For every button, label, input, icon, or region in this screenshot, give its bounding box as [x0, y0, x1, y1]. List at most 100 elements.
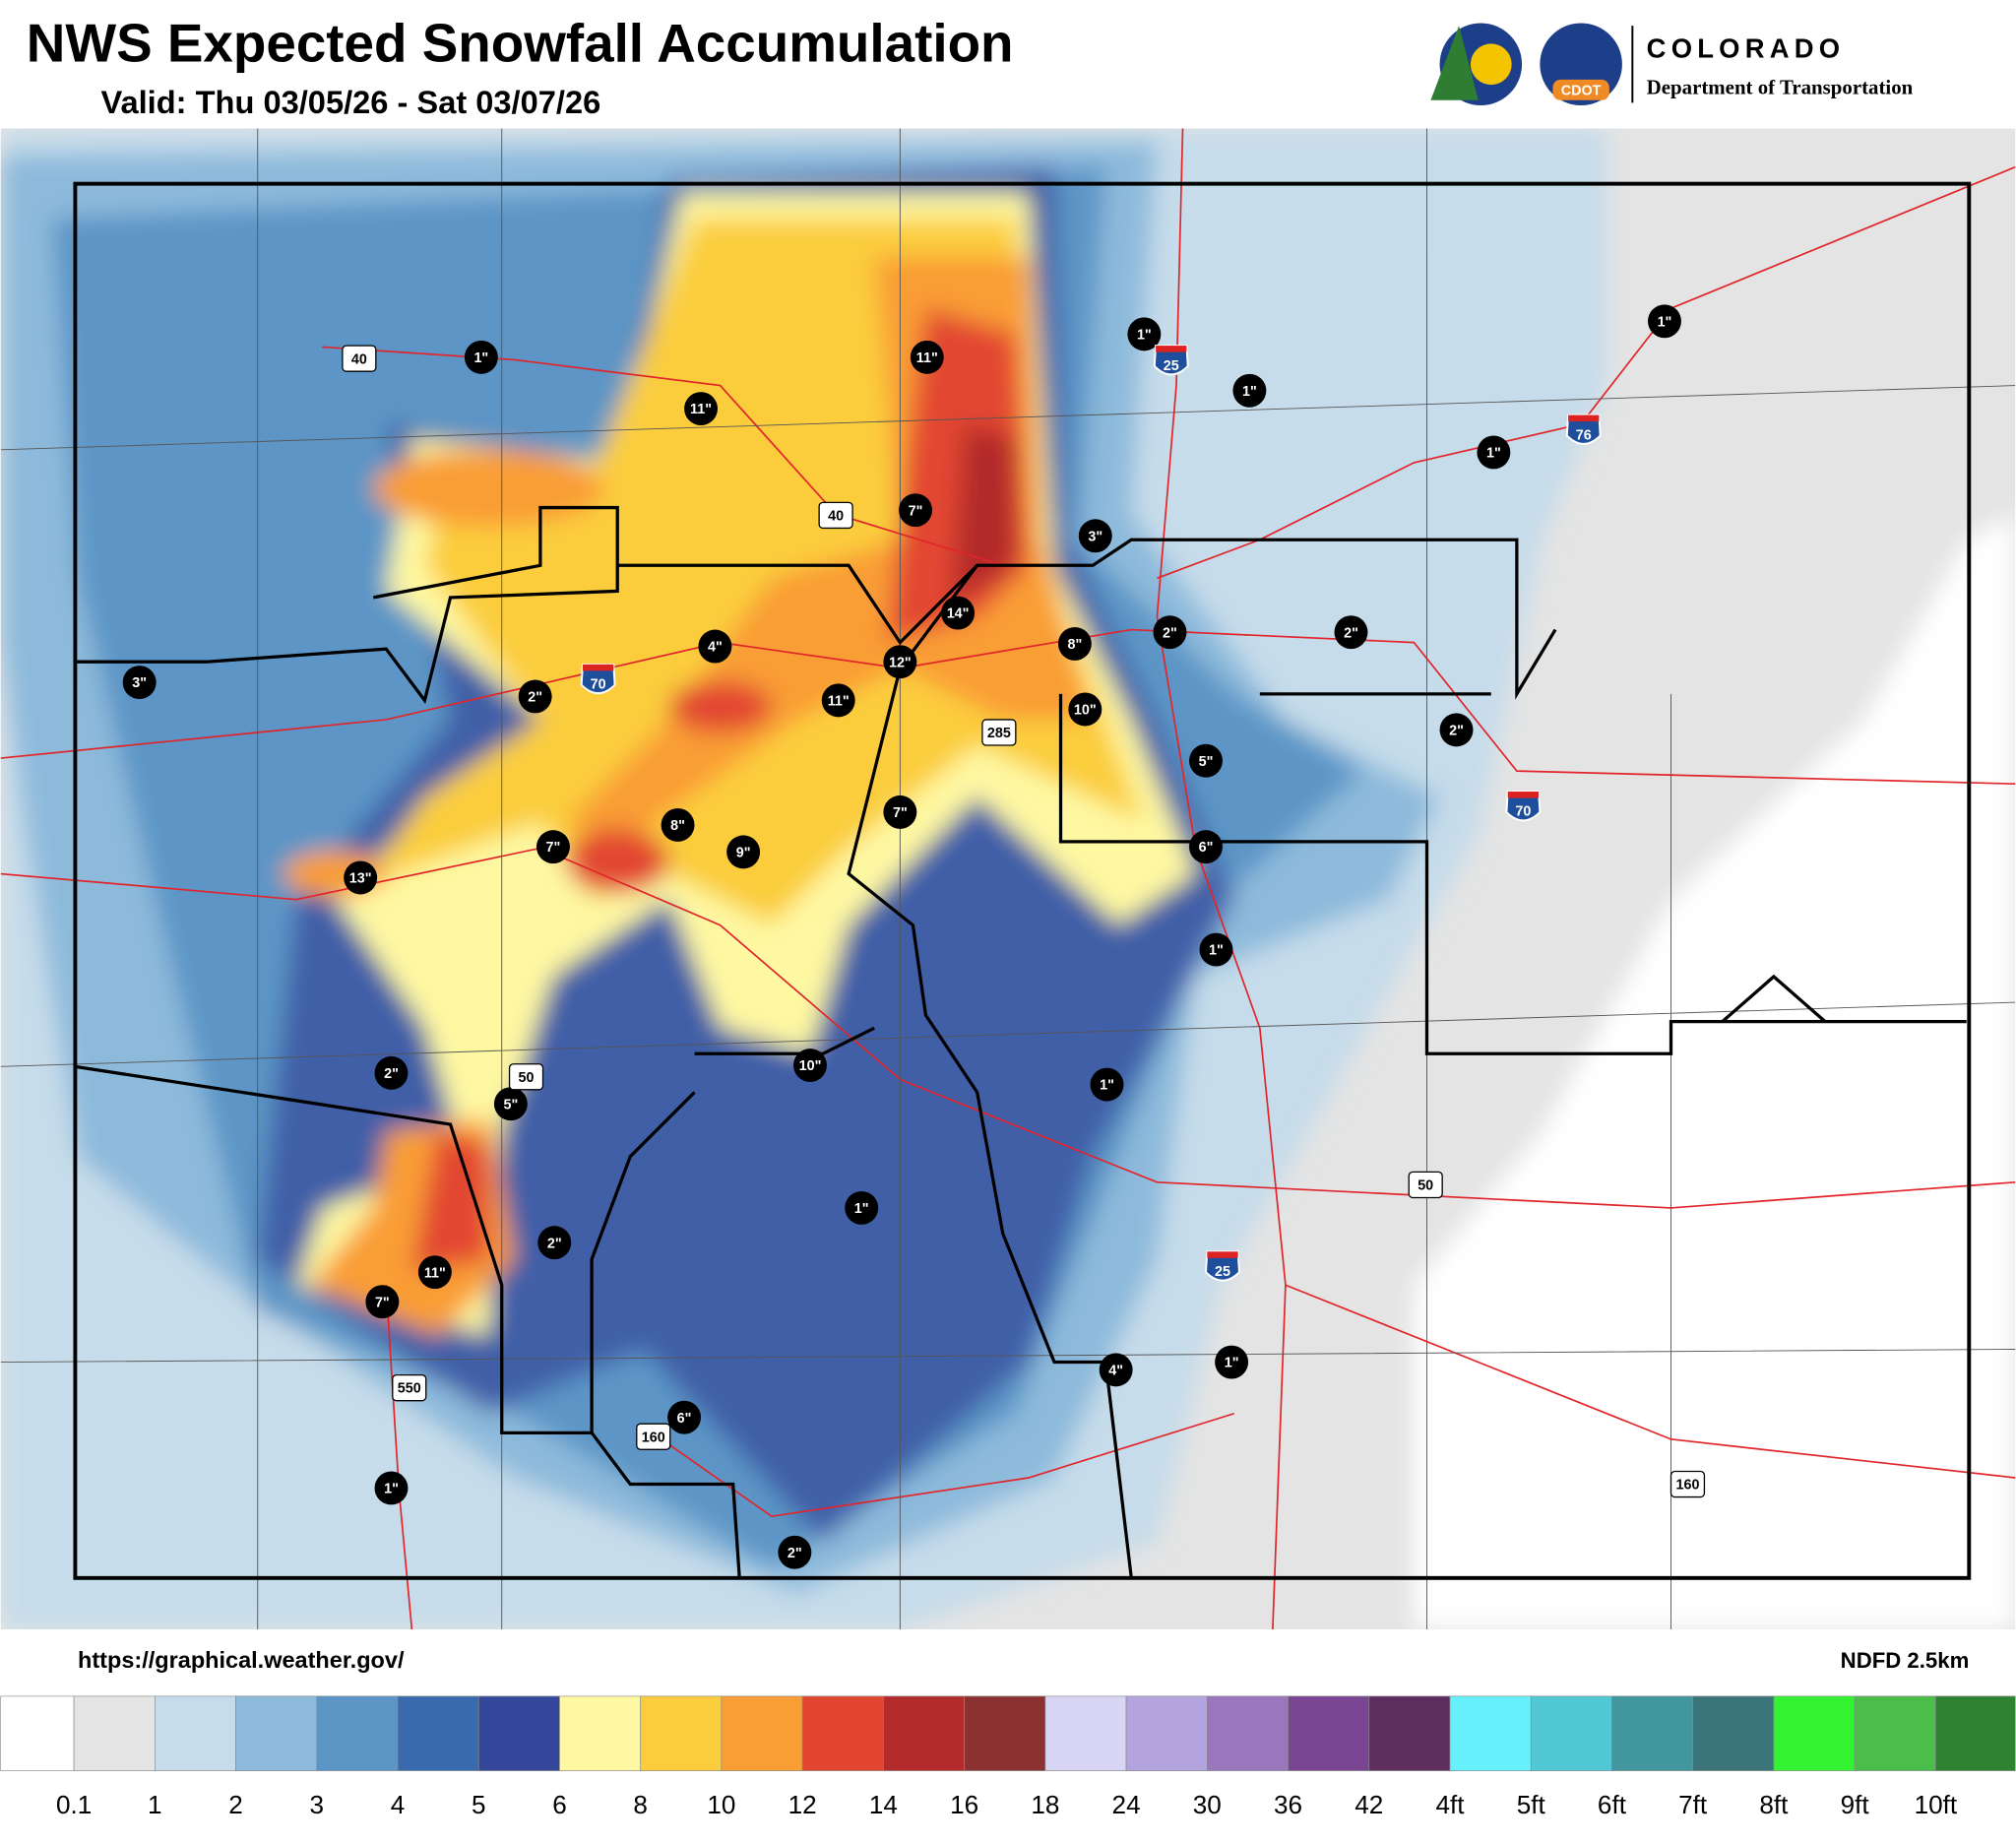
logo-tree [1430, 26, 1479, 100]
spot-label: 11" [828, 693, 850, 709]
shield-shape [342, 345, 377, 372]
legend-label: 2 [228, 1790, 243, 1819]
legend-label: 8 [633, 1790, 648, 1819]
legend-swatch [1773, 1695, 1856, 1771]
snow-spot: 10" [793, 1049, 827, 1083]
spot-marker [910, 340, 944, 374]
shield-label: 285 [987, 726, 1011, 741]
legend-swatch [1044, 1695, 1127, 1771]
highway-shield: 160 [1670, 1470, 1706, 1498]
legend-swatch [0, 1695, 75, 1771]
shield-shape [636, 1423, 671, 1450]
snow-spot: 1" [374, 1471, 409, 1505]
spot-label: 1" [1225, 1356, 1239, 1371]
highway-shield: 550 [392, 1373, 427, 1402]
shield-shape [508, 1063, 544, 1091]
spot-marker [1090, 1067, 1124, 1102]
snow-spot: 8" [1057, 626, 1092, 661]
legend-label: 8ft [1759, 1790, 1789, 1819]
snow-spot: 10" [1068, 692, 1102, 727]
shield-shape [580, 663, 616, 695]
spot-label: 1" [854, 1201, 869, 1217]
highway-shield: 285 [981, 719, 1017, 746]
spot-label: 8" [670, 818, 685, 834]
spot-marker [417, 1255, 452, 1290]
legend-swatch [1449, 1695, 1532, 1771]
legend-label: 16 [950, 1790, 978, 1819]
legend-swatch [477, 1695, 560, 1771]
spot-label: 1" [473, 350, 488, 366]
spot-marker [821, 683, 855, 718]
shield-label: 25 [1164, 358, 1179, 374]
legend-swatch [1206, 1695, 1289, 1771]
spot-label: 8" [1067, 637, 1082, 653]
spot-marker [537, 1226, 572, 1260]
spot-label: 1" [384, 1482, 399, 1497]
shield-label: 50 [519, 1070, 535, 1086]
legend-swatch [883, 1695, 965, 1771]
snow-spot: 6" [1189, 830, 1223, 864]
shield-shape [1565, 413, 1602, 445]
spot-label: 5" [1199, 754, 1214, 770]
spot-label: 1" [1486, 446, 1501, 462]
spot-marker [1127, 317, 1162, 351]
spot-marker [1215, 1345, 1249, 1379]
legend-label: 4 [391, 1790, 406, 1819]
shield-top [1156, 346, 1187, 352]
spot-label: 1" [1209, 943, 1224, 959]
spot-label: 5" [503, 1097, 518, 1113]
spot-marker [122, 666, 157, 700]
spot-label: 12" [889, 655, 912, 670]
spot-label: 11" [690, 402, 712, 417]
shield-label: 160 [1675, 1478, 1699, 1494]
highway-shield: 40 [818, 501, 853, 530]
legend-label: 7ft [1678, 1790, 1708, 1819]
logo-org: Department of Transportation [1647, 75, 1914, 98]
spot-marker [1068, 692, 1102, 727]
shield-label: 70 [1515, 804, 1531, 820]
spot-label: 6" [677, 1411, 692, 1427]
spot-label: 2" [1163, 625, 1177, 641]
snow-spot: 5" [493, 1087, 528, 1121]
snow-spot: 7" [883, 795, 917, 829]
legend-label: 24 [1112, 1790, 1141, 1819]
spot-label: 11" [916, 350, 938, 366]
legend-swatch [801, 1695, 884, 1771]
snow-spot: 1" [1215, 1345, 1249, 1379]
spot-label: 10" [799, 1058, 822, 1074]
spot-marker [883, 645, 917, 679]
shield-top [1568, 414, 1600, 422]
spot-marker [1189, 743, 1223, 778]
legend-swatch [1368, 1695, 1451, 1771]
snow-spot: 11" [821, 683, 855, 718]
spot-marker [536, 830, 570, 864]
highway-shield: 76 [1565, 413, 1602, 445]
spot-marker [1189, 830, 1223, 864]
spot-marker [1334, 615, 1368, 650]
snow-spot: 3" [122, 666, 157, 700]
highway-shield: 25 [1153, 345, 1189, 376]
highway-shield: 160 [636, 1423, 671, 1450]
legend-label: 14 [869, 1790, 898, 1819]
spot-marker [698, 629, 732, 664]
snow-spot: 11" [417, 1255, 452, 1290]
snow-spot: 2" [537, 1226, 572, 1260]
spot-marker [899, 493, 932, 528]
spot-marker [493, 1087, 528, 1121]
snow-spot: 2" [1334, 615, 1368, 650]
snow-spot: 1" [1090, 1067, 1124, 1102]
legend-label: 5 [472, 1790, 486, 1819]
snow-spot: 1" [1199, 932, 1233, 967]
legend-label: 6ft [1598, 1790, 1627, 1819]
shield-shape [1205, 1250, 1240, 1282]
highway-shield: 70 [1505, 791, 1542, 822]
snow-spot: 13" [344, 860, 378, 895]
shield-label: 40 [828, 508, 844, 524]
snow-spot: 2" [778, 1535, 812, 1569]
legend-label: 0.1 [56, 1790, 92, 1819]
snow-spot: 6" [667, 1400, 702, 1434]
spot-label: 3" [1088, 529, 1102, 544]
shield-label: 76 [1576, 427, 1592, 443]
snow-spot: 7" [365, 1285, 400, 1319]
spot-label: 2" [384, 1066, 399, 1082]
